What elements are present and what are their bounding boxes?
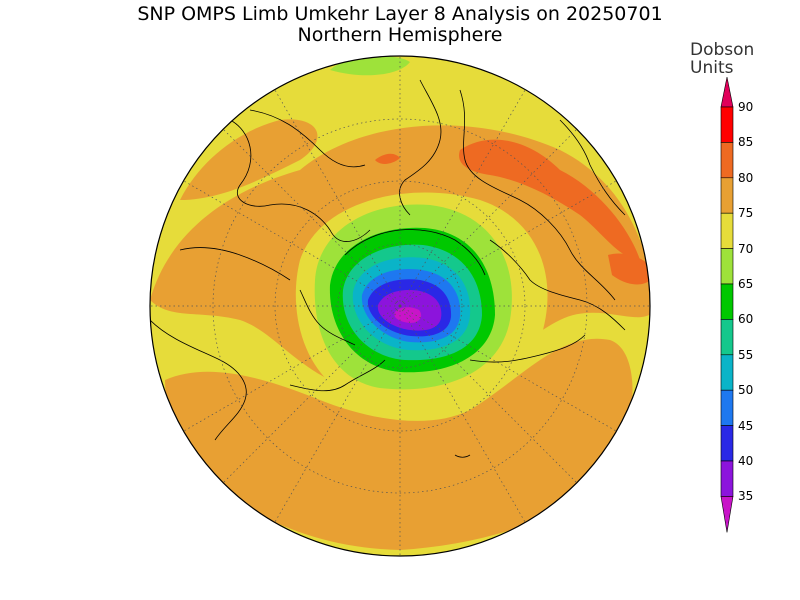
map-subtitle: Northern Hemisphere: [297, 24, 503, 46]
colorbar: [720, 76, 734, 533]
band-30-35: [394, 307, 422, 323]
colorbar-segment-40: [720, 425, 734, 462]
colorbar-tick-label: 65: [738, 277, 754, 291]
colorbar-tick-label: 50: [738, 383, 754, 398]
colorbar-segment-85: [720, 106, 734, 143]
colorbar-tick-label: 40: [738, 454, 754, 468]
ozone-field: [150, 56, 650, 556]
colorbar-segment-75: [720, 177, 734, 214]
map-boundary: [149, 55, 651, 557]
colorbar-segment-70: [720, 212, 734, 249]
colorbar-title-line1: Dobson: [690, 40, 755, 60]
graticule: [150, 56, 650, 556]
map-title: SNP OMPS Limb Umkehr Layer 8 Analysis on…: [137, 3, 663, 25]
colorbar-segment-45: [720, 389, 734, 426]
colorbar-bottom-arrow: [720, 496, 734, 533]
colorbar-segment-60: [720, 283, 734, 320]
colorbar-tick-label: 90: [738, 100, 754, 114]
colorbar-tick-label: 60: [738, 312, 754, 327]
colorbar-segment-55: [720, 319, 734, 356]
colorbar-tick-label: 55: [738, 347, 754, 362]
colorbar-title-line2: Units: [690, 58, 734, 78]
colorbar-segment-35: [720, 460, 734, 497]
colorbar-tick-label: 85: [738, 135, 754, 150]
colorbar-tick-label: 75: [738, 206, 754, 221]
colorbar-segment-50: [720, 354, 734, 391]
colorbar-segment-80: [720, 142, 734, 179]
colorbar-segment-65: [720, 248, 734, 285]
colorbar-tick-label: 80: [738, 170, 754, 185]
band-80-85: [375, 139, 650, 285]
colorbar-tick-label: 35: [738, 489, 754, 504]
colorbar-tick-label: 45: [738, 418, 754, 433]
colorbar-top-arrow: [720, 76, 734, 108]
colorbar-tick-label: 70: [738, 241, 754, 256]
